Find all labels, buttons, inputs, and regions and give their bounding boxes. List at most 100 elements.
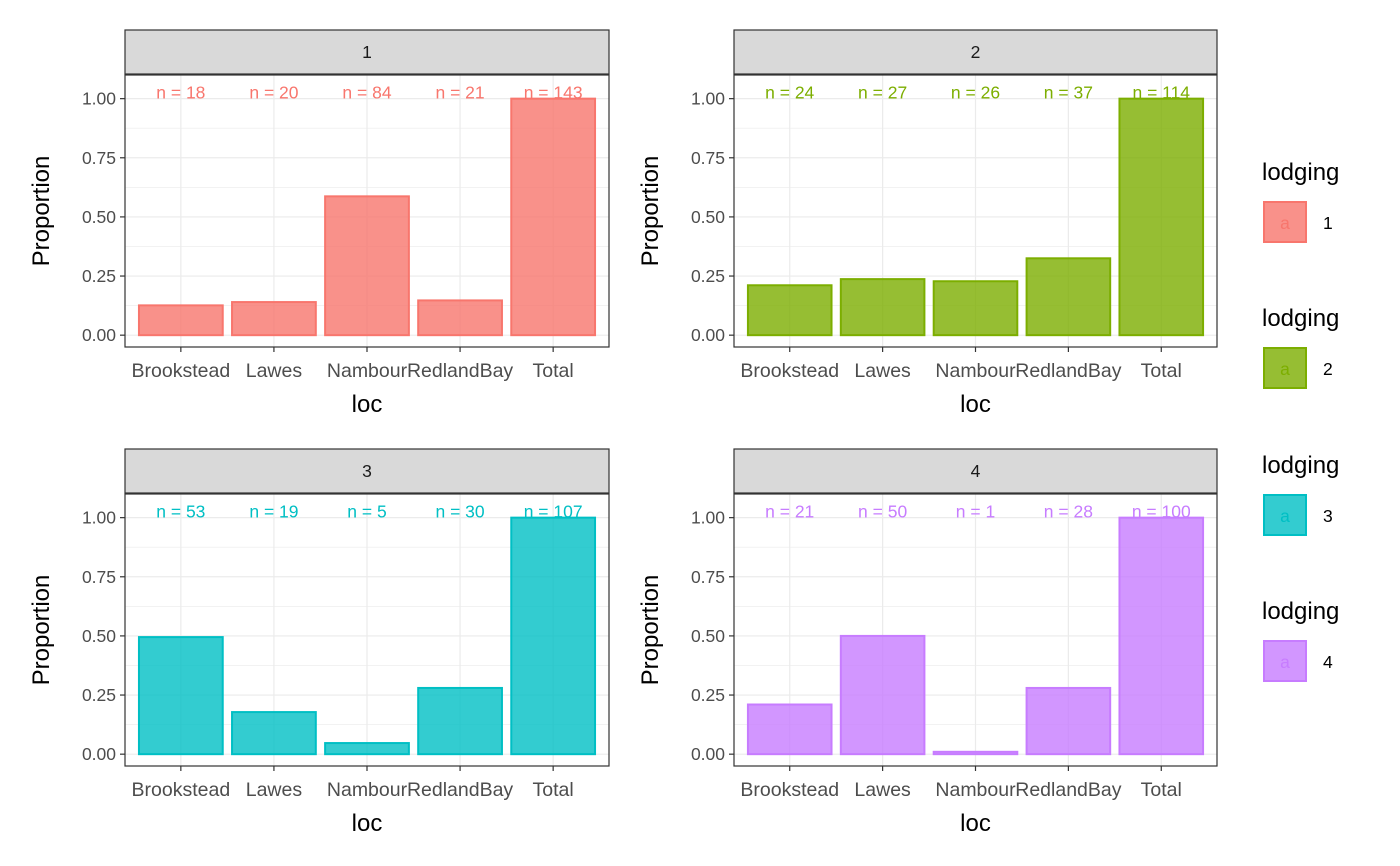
legend-group-3: lodging a 3: [1262, 452, 1339, 536]
n-label: n = 84: [342, 83, 391, 103]
y-tick-label: 0.00: [691, 744, 725, 764]
x-tick-label: Lawes: [246, 360, 303, 382]
y-axis-title: Proportion: [28, 156, 55, 267]
y-tick-label: 1.00: [691, 89, 725, 109]
bar-total: [510, 97, 597, 337]
n-label: n = 1: [956, 502, 995, 522]
n-label: n = 53: [156, 502, 205, 522]
x-tick-label: Nambour: [327, 779, 408, 801]
facet-strip: [124, 448, 610, 494]
legend-group-2: lodging a 2: [1262, 305, 1339, 389]
n-label: n = 28: [1044, 502, 1093, 522]
bar-lawes: [839, 278, 926, 337]
facet-panel-2: n = 24 n = 27 n = 26 n = 37 n = 114 2 0.00 0.25…: [637, 29, 1218, 418]
facet-panel-4: n = 21 n = 50 n = 1 n = 28 n = 100 4 0.00 0.25 0…: [637, 448, 1218, 837]
x-tick-label: Lawes: [854, 360, 911, 382]
bar-redlandbay: [1025, 257, 1112, 337]
y-tick-label: 0.25: [691, 266, 725, 286]
facet-strip-label: 2: [971, 42, 981, 62]
y-tick-label: 1.00: [82, 89, 116, 109]
n-label: n = 24: [765, 83, 814, 103]
x-tick-label: RedlandBay: [1015, 779, 1121, 801]
legend: lodging a 1 lodging a 2 lodging a 3 lodging a 4: [1262, 159, 1339, 682]
x-tick-label: Total: [1141, 360, 1182, 382]
n-label: n = 20: [249, 83, 298, 103]
n-label: n = 21: [435, 83, 484, 103]
bar-brookstead: [137, 304, 224, 337]
y-tick-label: 0.00: [691, 325, 725, 345]
legend-title: lodging: [1262, 159, 1339, 186]
legend-title: lodging: [1262, 598, 1339, 625]
y-axis-title: Proportion: [637, 156, 664, 267]
legend-label: 3: [1323, 506, 1333, 526]
n-label: n = 30: [435, 502, 484, 522]
facet-panel-1: n = 18 n = 20 n = 84 n = 21 n = 143 1 0.00 0.25…: [28, 29, 610, 418]
x-axis-title: loc: [352, 391, 383, 418]
bar-brookstead: [137, 636, 224, 756]
x-tick-label: Total: [533, 360, 574, 382]
bar-redlandbay: [417, 686, 503, 756]
y-tick-label: 0.25: [691, 685, 725, 705]
bar-total: [1118, 97, 1205, 337]
legend-title: lodging: [1262, 452, 1339, 479]
bar-lawes: [839, 634, 926, 756]
y-tick-label: 0.50: [82, 207, 116, 227]
bar-nambour: [324, 742, 410, 756]
y-tick-label: 1.00: [82, 508, 116, 528]
bar-lawes: [231, 301, 317, 337]
y-tick-label: 0.25: [82, 266, 116, 286]
y-axis-title: Proportion: [28, 575, 55, 686]
x-axis-title: loc: [352, 810, 383, 837]
y-tick-label: 1.00: [691, 508, 725, 528]
n-label: n = 107: [524, 502, 583, 522]
y-tick-label: 0.50: [691, 626, 725, 646]
legend-key-text: a: [1280, 506, 1290, 526]
legend-group-1: lodging a 1: [1262, 159, 1339, 243]
x-tick-label: RedlandBay: [407, 779, 513, 801]
y-tick-label: 0.75: [691, 567, 725, 587]
facet-strip-label: 4: [971, 461, 981, 481]
n-label: n = 19: [249, 502, 298, 522]
x-tick-label: Lawes: [246, 779, 303, 801]
x-tick-label: Total: [533, 779, 574, 801]
legend-label: 2: [1323, 359, 1333, 379]
bar-redlandbay: [1025, 686, 1112, 756]
facet-strip-label: 3: [362, 461, 372, 481]
x-tick-label: Nambour: [327, 360, 408, 382]
y-tick-label: 0.00: [82, 744, 116, 764]
facet-strip: [733, 29, 1218, 75]
x-tick-label: Nambour: [935, 779, 1016, 801]
n-label: n = 27: [858, 83, 907, 103]
legend-key-text: a: [1280, 213, 1290, 233]
y-axis-title: Proportion: [637, 575, 664, 686]
bar-redlandbay: [417, 299, 503, 337]
y-tick-label: 0.50: [82, 626, 116, 646]
legend-label: 4: [1323, 652, 1333, 672]
y-tick-label: 0.75: [691, 148, 725, 168]
x-tick-label: Brookstead: [740, 360, 839, 382]
legend-label: 1: [1323, 213, 1333, 233]
legend-key: [1263, 640, 1307, 682]
x-axis-title: loc: [960, 391, 991, 418]
y-tick-label: 0.00: [82, 325, 116, 345]
bar-lawes: [231, 711, 317, 756]
n-label: n = 18: [156, 83, 205, 103]
x-tick-label: Total: [1141, 779, 1182, 801]
bar-nambour: [324, 195, 410, 337]
n-label: n = 26: [951, 83, 1000, 103]
x-tick-label: Brookstead: [740, 779, 839, 801]
n-label: n = 143: [524, 83, 583, 103]
n-label: n = 100: [1132, 502, 1191, 522]
n-label: n = 37: [1044, 83, 1093, 103]
facet-panel-3: n = 53 n = 19 n = 5 n = 30 n = 107 3 0.00 0.25 0…: [28, 448, 610, 837]
x-tick-label: Lawes: [854, 779, 911, 801]
n-label: n = 21: [765, 502, 814, 522]
bar-brookstead: [746, 703, 833, 756]
n-label: n = 5: [347, 502, 386, 522]
bar-brookstead: [746, 284, 833, 337]
facet-strip: [124, 29, 610, 75]
bar-nambour: [932, 750, 1019, 756]
x-tick-label: Nambour: [935, 360, 1016, 382]
y-tick-label: 0.75: [82, 148, 116, 168]
